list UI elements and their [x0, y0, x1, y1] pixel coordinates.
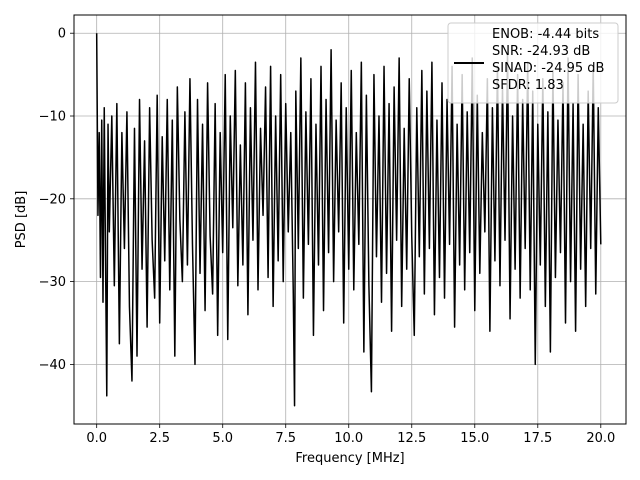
x-tick-label: 12.5 [397, 431, 426, 446]
y-axis-ticks: 0 −10 −20 −30 −40 [39, 27, 74, 373]
x-tick-label: 10.0 [334, 431, 363, 446]
y-axis-label: PSD [dB] [14, 191, 29, 249]
legend-box [447, 22, 619, 104]
x-tick-label: 15.0 [460, 431, 489, 446]
legend-entry-sfdr: SFDR: 1.83 [492, 78, 564, 93]
x-axis-label: Frequency [MHz] [295, 451, 404, 466]
legend-entry-snr: SNR: -24.93 dB [492, 44, 590, 59]
x-tick-label: 17.5 [523, 431, 552, 446]
y-tick-label: −10 [39, 110, 66, 125]
series-layer [95, 33, 602, 407]
legend: ENOB: -4.44 bits SNR: -24.93 dB SINAD: -… [447, 22, 619, 104]
legend-entry-sinad: SINAD: -24.95 dB [492, 61, 604, 76]
x-tick-label: 5.0 [212, 431, 233, 446]
x-axis-ticks: 0.0 2.5 5.0 7.5 10.0 12.5 15.0 17.5 20.0 [86, 424, 615, 446]
legend-entry-enob: ENOB: -4.44 bits [492, 27, 599, 42]
x-tick-label: 0.0 [86, 431, 107, 446]
axes-frame [73, 14, 627, 425]
psd-series-line [95, 33, 602, 407]
x-tick-label: 2.5 [149, 431, 170, 446]
x-tick-label: 7.5 [275, 431, 296, 446]
y-tick-label: −40 [39, 358, 66, 373]
y-tick-label: −20 [39, 192, 66, 207]
y-tick-label: −30 [39, 275, 66, 290]
x-tick-label: 20.0 [586, 431, 615, 446]
y-tick-label: 0 [58, 27, 66, 42]
